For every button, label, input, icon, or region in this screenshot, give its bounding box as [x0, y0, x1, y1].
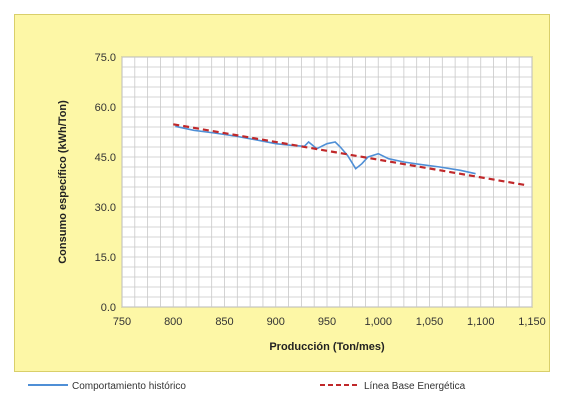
- x-tick-label: 1,150: [518, 316, 546, 328]
- y-tick-label: 75.0: [95, 52, 116, 64]
- x-tick-label: 1,000: [364, 316, 392, 328]
- x-axis-ticks: 750 800 850 900 950 1,000 1,050 1,100 1,150: [113, 316, 546, 328]
- grid-lines: [121, 56, 533, 308]
- x-tick-label: 800: [164, 316, 182, 328]
- x-tick-label: 950: [318, 316, 336, 328]
- x-tick-label: 1,100: [467, 316, 495, 328]
- y-tick-label: 15.0: [95, 252, 116, 264]
- x-axis-title: Producción (Ton/mes): [269, 341, 385, 353]
- y-tick-label: 30.0: [95, 202, 116, 214]
- x-tick-label: 750: [113, 316, 131, 328]
- legend-strip: [14, 372, 548, 396]
- series-lines: [173, 123, 528, 187]
- historical-series-line: [175, 125, 476, 175]
- y-tick-label: 0.0: [101, 302, 116, 314]
- x-tick-label: 1,050: [416, 316, 444, 328]
- legend-entry-label: Línea Base Energética: [364, 381, 466, 392]
- legend-entry-label: Comportamiento histórico: [72, 381, 186, 392]
- y-tick-label: 60.0: [95, 102, 116, 114]
- y-axis-title: Consumo específico (kWh/Ton): [57, 100, 69, 264]
- y-axis-ticks: 0.0 15.0 30.0 45.0 60.0 75.0: [95, 52, 116, 314]
- x-tick-label: 900: [267, 316, 285, 328]
- y-tick-label: 45.0: [95, 152, 116, 164]
- legend: Comportamiento histórico Línea Base Energ…: [28, 381, 466, 392]
- x-tick-label: 850: [215, 316, 233, 328]
